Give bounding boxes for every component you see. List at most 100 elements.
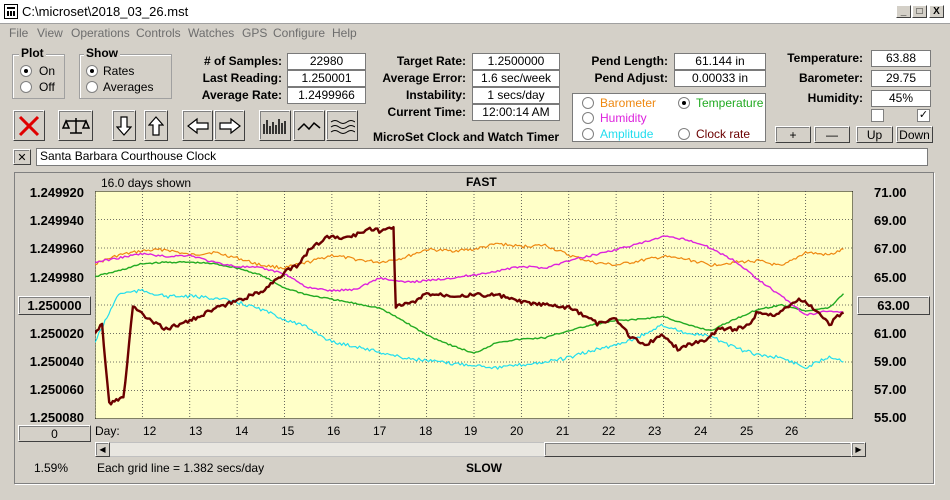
day-label: 22	[602, 424, 616, 438]
show-rates-radio[interactable]	[86, 65, 98, 77]
slow-label: SLOW	[466, 461, 502, 475]
left-axis-label: 1.249960	[29, 241, 84, 256]
window-title: C:\microset\2018_03_26.mst	[22, 4, 189, 19]
right-checkbox[interactable]: ✓	[917, 109, 930, 122]
balance-button[interactable]	[58, 110, 93, 141]
close-clock-button[interactable]: ✕	[13, 149, 31, 165]
legend-clockrate-label: Clock rate	[696, 127, 751, 141]
day-label: 12	[143, 424, 157, 438]
close-button[interactable]: X	[929, 5, 944, 18]
arrow-right-button[interactable]	[214, 110, 245, 141]
fast-label: FAST	[466, 175, 497, 189]
left-axis-label: 1.250020	[29, 326, 84, 341]
menu-watches[interactable]: Watches	[188, 26, 235, 40]
legend-temperature-label: Temperature	[696, 96, 764, 110]
last-reading-field: 1.250001	[287, 70, 366, 87]
scroll-left-button[interactable]: ◀	[95, 442, 110, 457]
arrow-up-button[interactable]	[144, 110, 168, 141]
barometer-series-line	[95, 242, 844, 270]
right-axis-label: 59.00	[874, 354, 907, 369]
menu-help[interactable]: Help	[332, 26, 357, 40]
legend-humidity-radio[interactable]	[582, 112, 594, 124]
day-label: 24	[694, 424, 708, 438]
pend-adjust-field: 0.00033 in	[674, 70, 766, 87]
show-group-title: Show	[84, 46, 120, 60]
legend-clockrate-radio[interactable]	[678, 128, 690, 140]
day-label: 13	[189, 424, 203, 438]
average-rate-field: 1.2499966	[287, 87, 366, 104]
menu-operations[interactable]: Operations	[71, 26, 130, 40]
wave-view-button[interactable]	[326, 110, 358, 141]
up-button[interactable]: Up	[856, 126, 893, 143]
plot-on-label: On	[39, 64, 56, 78]
barometer-label: Barometer:	[798, 71, 863, 85]
pend-adjust-label: Pend Adjust:	[594, 71, 668, 85]
plot-off-radio[interactable]	[20, 81, 32, 93]
average-error-field: 1.6 sec/week	[472, 70, 560, 87]
right-axis-label: 71.00	[874, 185, 907, 200]
plot-on-radio[interactable]	[20, 65, 32, 77]
barometer-field: 29.75	[871, 70, 931, 87]
right-axis-label: 69.00	[874, 213, 907, 228]
left-axis-label: 1.250080	[29, 410, 84, 425]
legend-barometer-radio[interactable]	[582, 97, 594, 109]
scroll-thumb[interactable]	[544, 442, 852, 457]
center-right-button[interactable]: 63.00	[857, 296, 930, 315]
balance-scale-icon	[61, 117, 90, 134]
current-time-field: 12:00:14 AM	[472, 104, 560, 121]
minus-button[interactable]: —	[814, 126, 850, 143]
legend-box: Barometer Temperature Humidity Amplitude…	[572, 93, 766, 142]
legend-amplitude-radio[interactable]	[582, 128, 594, 140]
samples-label: # of Samples:	[203, 54, 282, 68]
line-view-button[interactable]	[293, 110, 325, 141]
arrow-down-button[interactable]	[112, 110, 136, 141]
menu-bar: File View Operations Controls Watches GP…	[0, 24, 950, 43]
rate-chart	[95, 191, 853, 419]
day-label: 18	[419, 424, 433, 438]
clock-name-field[interactable]: Santa Barbara Courthouse Clock	[36, 148, 928, 166]
target-rate-label: Target Rate:	[396, 54, 466, 68]
legend-humidity-label: Humidity	[600, 111, 647, 125]
menu-file[interactable]: File	[9, 26, 29, 40]
stop-button[interactable]	[13, 110, 45, 141]
left-checkbox[interactable]	[871, 109, 884, 122]
instability-label: Instability:	[405, 88, 466, 102]
pend-length-label: Pend Length:	[591, 54, 668, 68]
menu-gps[interactable]: GPS	[242, 26, 268, 40]
bottom-left-button[interactable]: 0	[18, 425, 91, 442]
bottom-left-pct: 1.59%	[34, 461, 69, 475]
minimize-button[interactable]: _	[896, 5, 911, 18]
legend-temperature-radio[interactable]	[678, 97, 690, 109]
samples-field: 22980	[287, 53, 366, 70]
line-graph-icon	[297, 121, 321, 131]
left-axis-label: 1.249980	[29, 270, 84, 285]
down-button[interactable]: Down	[896, 126, 933, 143]
maximize-button[interactable]: □	[912, 5, 927, 18]
legend-barometer-label: Barometer	[600, 96, 657, 110]
right-axis-label: 57.00	[874, 382, 907, 397]
center-left-button[interactable]: 1.250000	[18, 296, 91, 315]
left-axis-label: 1.249940	[29, 213, 84, 228]
temperature-label: Temperature:	[787, 51, 863, 65]
scroll-right-button[interactable]: ▶	[851, 442, 866, 457]
instability-field: 1 secs/day	[472, 87, 560, 104]
right-axis-label: 55.00	[874, 410, 907, 425]
app-icon[interactable]	[4, 4, 18, 19]
plus-button[interactable]: +	[775, 126, 811, 143]
day-label: 19	[464, 424, 478, 438]
arrow-up-icon	[148, 115, 164, 136]
bar-view-button[interactable]	[259, 110, 291, 141]
bars-icon	[263, 118, 286, 134]
horizontal-scrollbar[interactable]: ◀ ▶	[95, 442, 866, 457]
temperature-field: 63.88	[871, 50, 931, 67]
menu-view[interactable]: View	[37, 26, 63, 40]
arrow-left-button[interactable]	[182, 110, 213, 141]
legend-amplitude-label: Amplitude	[600, 127, 654, 141]
plot-panel	[14, 172, 934, 484]
scroll-left-icon: ◀	[99, 445, 106, 454]
day-label: 23	[648, 424, 662, 438]
menu-configure[interactable]: Configure	[273, 26, 326, 40]
menu-controls[interactable]: Controls	[136, 26, 181, 40]
day-label: 14	[235, 424, 249, 438]
show-averages-radio[interactable]	[86, 81, 98, 93]
